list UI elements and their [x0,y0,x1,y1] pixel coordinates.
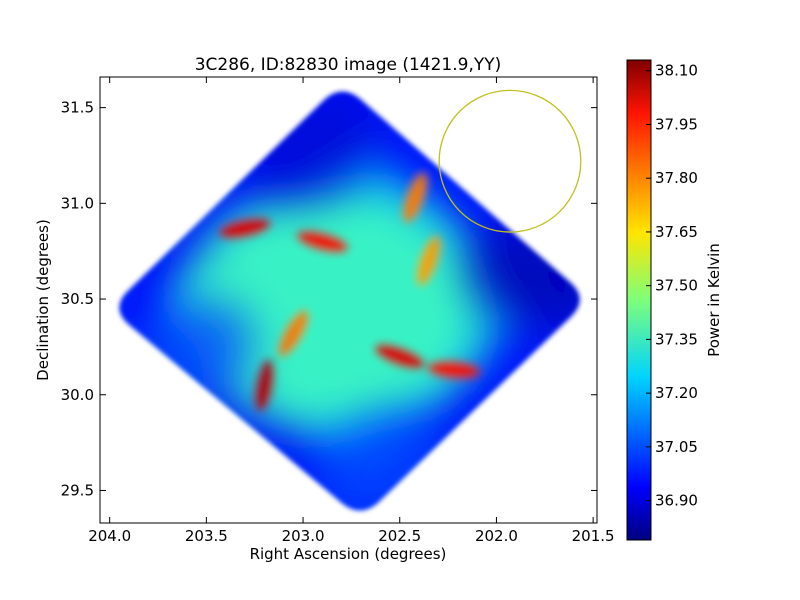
x-axis-label: Right Ascension (degrees) [250,545,447,563]
colorbar-label: Power in Kelvin [705,243,723,357]
colorbar-tick-label: 37.65 [655,223,698,241]
hotspot-mark [403,173,427,223]
x-axis: 204.0 203.5 203.0 202.5 202.0 201.5 [88,77,615,545]
colorbar-tick-label: 37.05 [655,438,698,456]
colorbar-tick-label: 37.50 [655,277,698,295]
hotspot-mark [255,359,274,411]
hotspot-mark [297,231,348,252]
hotspot-mark [375,344,425,369]
y-tick-label: 29.5 [61,481,94,499]
x-tick-label: 201.5 [572,527,615,545]
plot-area [119,89,582,511]
colorbar-tick-label: 38.10 [655,62,698,80]
colorbar-ticks: 36.90 37.05 37.20 37.35 37.50 37.65 37.80 37.95… [646,62,698,510]
chart-title: 3C286, ID:82830 image (1421.9,YY) [195,55,502,75]
y-tick-label: 30.0 [61,386,94,404]
colorbar-tick-label: 37.80 [655,169,698,187]
x-tick-label: 202.5 [378,527,421,545]
y-axis: 29.5 30.0 30.5 31.0 31.5 [61,99,597,499]
y-tick-label: 31.0 [61,194,94,212]
x-tick-label: 203.0 [282,527,325,545]
hotspot-mark [427,361,480,379]
hotspot-mark [219,218,271,238]
colorbar-tick-label: 37.95 [655,115,698,133]
colorbar-tick-label: 36.90 [655,492,698,510]
colorbar-gradient [626,59,652,541]
colorbar: 36.90 37.05 37.20 37.35 37.50 37.65 37.80 37.95… [626,59,723,541]
x-tick-label: 203.5 [185,527,228,545]
hotspot-mark [278,310,309,357]
x-tick-label: 202.0 [475,527,518,545]
y-axis-label: Declination (degrees) [34,219,52,381]
x-tick-label: 204.0 [88,527,131,545]
colorbar-tick-label: 37.35 [655,330,698,348]
hotspot-mark [417,236,441,286]
y-tick-label: 30.5 [61,290,94,308]
map-center-gradient [182,188,483,429]
plot-frame [99,76,598,524]
colorbar-tick-label: 37.20 [655,384,698,402]
overlay-circle [438,89,582,233]
y-tick-label: 31.5 [61,99,94,117]
heatmap-image [119,91,580,511]
